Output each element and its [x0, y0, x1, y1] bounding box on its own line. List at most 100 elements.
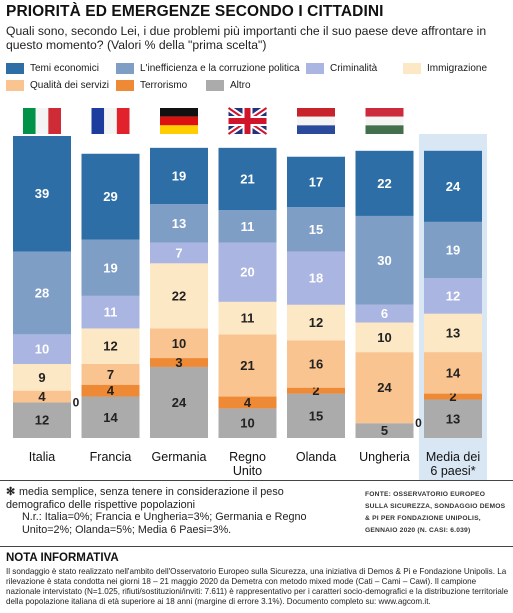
- bar-segment: [81, 295, 140, 329]
- category-label: Ungheria: [359, 450, 410, 464]
- data-label: 22: [377, 176, 391, 191]
- category-label: Media dei 6 paesi*: [426, 450, 480, 478]
- data-label: 14: [446, 365, 461, 380]
- category-label: Francia: [90, 450, 132, 464]
- bar-segment: [150, 147, 208, 205]
- bar-segment: [424, 393, 482, 400]
- italy-flag-icon: [23, 108, 61, 134]
- flag-part: [104, 108, 117, 134]
- data-label: 22: [172, 288, 186, 303]
- bar-segment: [13, 390, 71, 403]
- bar-segment: [218, 242, 277, 302]
- data-label: 11: [241, 219, 255, 234]
- legend-swatch: [6, 80, 24, 91]
- bar-segment: [81, 328, 140, 364]
- bar-segment: [287, 207, 345, 252]
- bar-segment: [355, 215, 414, 305]
- bar-segment: [355, 150, 414, 216]
- data-label: 10: [240, 416, 254, 431]
- bar-segment: [287, 340, 345, 388]
- legend-label: Qualità dei servizi: [30, 80, 109, 91]
- data-label: 14: [103, 410, 118, 425]
- legend-label: Terrorismo: [140, 80, 188, 91]
- bar-segment: [13, 334, 71, 364]
- bar-segment: [13, 136, 71, 252]
- data-label: 24: [377, 380, 392, 395]
- flag-part: [365, 125, 404, 134]
- data-label: 5: [381, 423, 388, 438]
- data-label: 20: [240, 265, 254, 280]
- legend-label: L'inefficienza e la corruzione politica: [140, 63, 300, 74]
- bar-segment: [287, 156, 345, 208]
- legend-swatch: [206, 80, 224, 91]
- bar-segment: [424, 313, 482, 353]
- legend-swatch: [403, 63, 421, 74]
- data-label: 17: [309, 174, 323, 189]
- netherlands-flag-icon: [297, 108, 335, 134]
- bar-segment: [355, 352, 414, 424]
- legend-label: Immigrazione: [427, 63, 488, 74]
- data-label: 4: [38, 389, 46, 404]
- bar-segment: [150, 366, 208, 438]
- bar-segment: [218, 147, 277, 211]
- bar-segment: [81, 239, 140, 296]
- divider: [0, 546, 513, 547]
- flag-part: [116, 108, 130, 134]
- data-label: 19: [446, 242, 460, 257]
- bar-segment: [424, 278, 482, 314]
- divider: [0, 480, 513, 481]
- bar-segment: [13, 363, 71, 391]
- flag-part: [297, 125, 335, 134]
- legend-item-corruzione: L'inefficienza e la corruzione politica: [116, 63, 300, 74]
- legend-item-qualita-servizi: Qualità dei servizi: [6, 80, 109, 91]
- bar-segment: [218, 396, 277, 409]
- legend-swatch: [116, 63, 134, 74]
- data-label: 30: [377, 253, 391, 268]
- uk-flag-icon: [226, 105, 269, 137]
- bar-segment: [424, 150, 482, 222]
- footnote: ✻ media semplice, senza tenere in conside…: [6, 486, 336, 536]
- category-label: Olanda: [296, 450, 336, 464]
- data-label: 0: [415, 416, 422, 430]
- chart-title: PRIORITÀ ED EMERGENZE SECONDO I CITTADIN…: [6, 3, 384, 20]
- footnote-main: ✻ media semplice, senza tenere in conside…: [6, 486, 336, 511]
- category-label: Germania: [152, 450, 207, 464]
- bar-segment: [355, 304, 414, 323]
- note-title: NOTA INFORMATIVA: [6, 552, 119, 564]
- flag-part: [35, 108, 49, 134]
- asterisk-icon: ✻: [6, 486, 16, 498]
- bar-segment: [81, 363, 140, 385]
- legend-item-temi-economici: Temi economici: [6, 63, 99, 74]
- bar-segment: [424, 221, 482, 279]
- flag-part: [297, 108, 335, 117]
- legend-item-criminalita: Criminalità: [306, 63, 377, 74]
- flag-part: [91, 108, 105, 134]
- bar-segment: [424, 399, 482, 438]
- data-label: 2: [449, 389, 456, 404]
- bar-segment: [287, 251, 345, 305]
- legend-item-immigrazione: Immigrazione: [403, 63, 487, 74]
- data-label: 11: [241, 311, 255, 326]
- data-label: 12: [103, 339, 117, 354]
- legend-label: Altro: [230, 80, 251, 91]
- bar-segment: [150, 328, 208, 359]
- data-label: 4: [107, 383, 115, 398]
- bar-segment: [150, 242, 208, 264]
- bar-segment: [13, 402, 71, 438]
- flag-part: [160, 125, 198, 134]
- data-label: 2: [312, 383, 319, 398]
- data-label: 19: [103, 260, 117, 275]
- bar-segment: [218, 334, 277, 397]
- data-label: 19: [172, 168, 186, 183]
- data-label: 13: [446, 325, 460, 340]
- legend-item-altro: Altro: [206, 80, 251, 91]
- flag-part: [160, 108, 198, 117]
- data-label: 0: [73, 395, 80, 409]
- data-label: 13: [446, 411, 460, 426]
- flag-part: [365, 116, 404, 126]
- bar-segment: [218, 408, 277, 438]
- data-label: 21: [240, 171, 254, 186]
- bar-segment: [150, 358, 208, 367]
- category-label: Regno Unito: [229, 450, 266, 478]
- legend-swatch: [306, 63, 324, 74]
